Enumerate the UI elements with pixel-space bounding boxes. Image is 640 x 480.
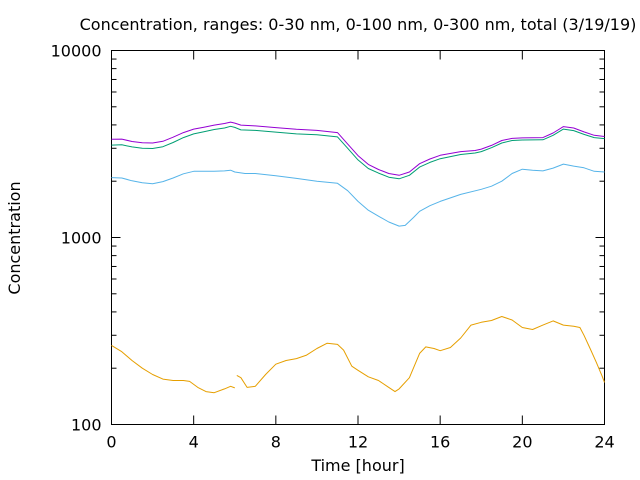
x-tick-label: 16 — [430, 433, 450, 452]
plot-frame — [111, 50, 605, 425]
x-tick-label: 12 — [348, 433, 368, 452]
x-tick-labels: 0 4 8 12 16 20 24 — [106, 433, 614, 452]
chart-title: Concentration, ranges: 0-30 nm, 0-100 nm… — [80, 15, 637, 34]
y-tick-label: 100 — [71, 416, 102, 435]
x-tick-label: 8 — [271, 433, 281, 452]
series-line-2 — [111, 163, 605, 227]
series-lines — [111, 121, 605, 394]
series-line-1 — [111, 344, 235, 394]
axis-ticks — [111, 50, 605, 425]
y-tick-labels: 100 1000 10000 — [51, 42, 102, 435]
y-tick-label: 10000 — [51, 42, 102, 61]
y-axis-label: Concentration — [5, 181, 24, 294]
series-line-4 — [111, 121, 605, 176]
x-axis-label: Time [hour] — [310, 456, 404, 475]
y-tick-label: 1000 — [61, 229, 102, 248]
x-tick-label: 20 — [512, 433, 532, 452]
series-line-3 — [111, 125, 605, 180]
x-tick-label: 24 — [594, 433, 614, 452]
x-tick-label: 4 — [189, 433, 199, 452]
series-line-1 — [236, 316, 605, 393]
x-tick-label: 0 — [106, 433, 116, 452]
